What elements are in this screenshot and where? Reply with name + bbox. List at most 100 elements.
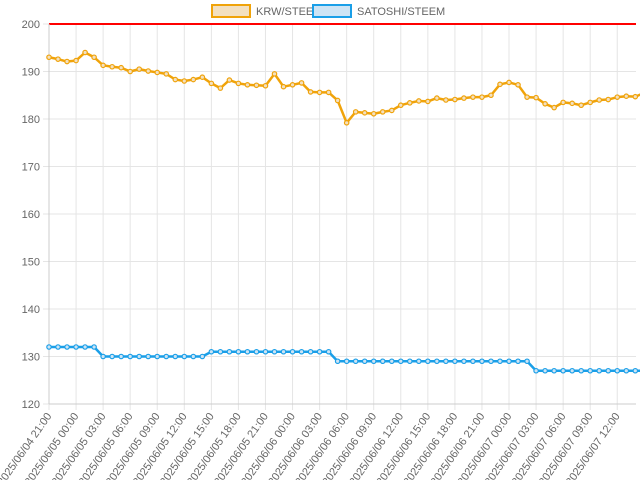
data-point[interactable] [425, 98, 431, 105]
data-point[interactable] [217, 348, 224, 355]
data-point[interactable] [235, 80, 242, 87]
data-point[interactable] [145, 68, 152, 74]
data-point[interactable] [64, 58, 70, 65]
data-point[interactable] [271, 71, 278, 77]
data-point[interactable] [100, 62, 106, 69]
data-point[interactable] [298, 80, 305, 86]
legend-item-krw[interactable]: KRW/STEEM [211, 4, 322, 18]
data-point[interactable] [136, 353, 143, 360]
data-point[interactable] [325, 348, 332, 355]
data-point[interactable] [497, 358, 503, 365]
data-point[interactable] [127, 353, 133, 360]
data-point[interactable] [334, 358, 341, 365]
data-point[interactable] [452, 96, 458, 103]
data-point[interactable] [605, 367, 612, 374]
data-point[interactable] [280, 348, 287, 355]
data-point[interactable] [145, 353, 152, 360]
data-point[interactable] [461, 95, 467, 101]
data-point[interactable] [596, 97, 603, 103]
data-point[interactable] [488, 92, 494, 99]
data-point[interactable] [388, 107, 395, 114]
data-point[interactable] [461, 358, 467, 365]
data-point[interactable] [623, 367, 630, 374]
data-point[interactable] [55, 56, 61, 62]
data-point[interactable] [515, 82, 521, 88]
data-point[interactable] [181, 78, 188, 84]
data-point[interactable] [64, 344, 70, 350]
data-point[interactable] [154, 353, 161, 360]
data-point[interactable] [208, 80, 215, 87]
data-point[interactable] [379, 109, 386, 115]
data-point[interactable] [118, 353, 124, 360]
data-point[interactable] [199, 74, 206, 81]
data-point[interactable] [587, 367, 594, 374]
data-point[interactable] [479, 94, 485, 100]
data-point[interactable] [190, 76, 197, 83]
data-point[interactable] [109, 353, 115, 360]
data-point[interactable] [298, 348, 305, 355]
data-point[interactable] [289, 348, 296, 355]
data-point[interactable] [551, 367, 557, 374]
data-point[interactable] [524, 94, 530, 100]
data-point[interactable] [118, 64, 124, 71]
data-point[interactable] [280, 83, 287, 90]
data-point[interactable] [55, 344, 61, 350]
data-point[interactable] [488, 358, 494, 365]
data-point[interactable] [470, 94, 476, 100]
data-point[interactable] [632, 367, 639, 374]
data-point[interactable] [578, 367, 584, 374]
data-point[interactable] [614, 367, 621, 374]
data-point[interactable] [614, 94, 621, 100]
data-point[interactable] [388, 358, 395, 365]
data-point[interactable] [100, 353, 106, 360]
data-point[interactable] [199, 353, 206, 360]
data-point[interactable] [46, 344, 52, 350]
data-point[interactable] [587, 99, 594, 106]
data-point[interactable] [434, 358, 440, 365]
data-point[interactable] [361, 358, 368, 365]
data-point[interactable] [82, 344, 88, 350]
data-point[interactable] [632, 93, 639, 100]
data-point[interactable] [569, 367, 575, 374]
data-point[interactable] [443, 358, 449, 365]
data-point[interactable] [271, 348, 278, 355]
data-point[interactable] [560, 367, 566, 374]
data-point[interactable] [370, 358, 377, 365]
data-point[interactable] [127, 68, 133, 75]
data-point[interactable] [172, 76, 179, 83]
data-point[interactable] [578, 102, 584, 109]
data-point[interactable] [569, 100, 575, 107]
data-point[interactable] [325, 89, 332, 96]
data-point[interactable] [253, 82, 260, 89]
data-point[interactable] [551, 104, 557, 111]
data-point[interactable] [73, 57, 79, 64]
data-point[interactable] [190, 353, 197, 360]
data-point[interactable] [406, 100, 413, 106]
data-point[interactable] [605, 96, 612, 103]
data-point[interactable] [560, 99, 566, 106]
data-point[interactable] [217, 85, 224, 91]
data-point[interactable] [533, 94, 539, 101]
data-point[interactable] [479, 358, 485, 365]
data-point[interactable] [352, 109, 359, 115]
data-point[interactable] [334, 97, 341, 104]
data-point[interactable] [46, 54, 52, 61]
data-point[interactable] [542, 101, 548, 107]
data-point[interactable] [623, 93, 630, 100]
data-point[interactable] [524, 358, 530, 365]
data-point[interactable] [91, 54, 97, 61]
data-point[interactable] [172, 353, 179, 360]
data-point[interactable] [470, 358, 476, 365]
data-point[interactable] [533, 367, 539, 374]
data-point[interactable] [253, 348, 260, 355]
data-point[interactable] [91, 344, 97, 350]
data-point[interactable] [443, 97, 449, 103]
data-point[interactable] [307, 89, 314, 95]
legend-item-satoshi[interactable]: SATOSHI/STEEM [312, 4, 445, 18]
data-point[interactable] [154, 69, 161, 76]
data-point[interactable] [181, 353, 188, 360]
data-point[interactable] [136, 66, 143, 72]
data-point[interactable] [452, 358, 458, 365]
data-point[interactable] [542, 367, 548, 374]
data-point[interactable] [434, 95, 440, 101]
